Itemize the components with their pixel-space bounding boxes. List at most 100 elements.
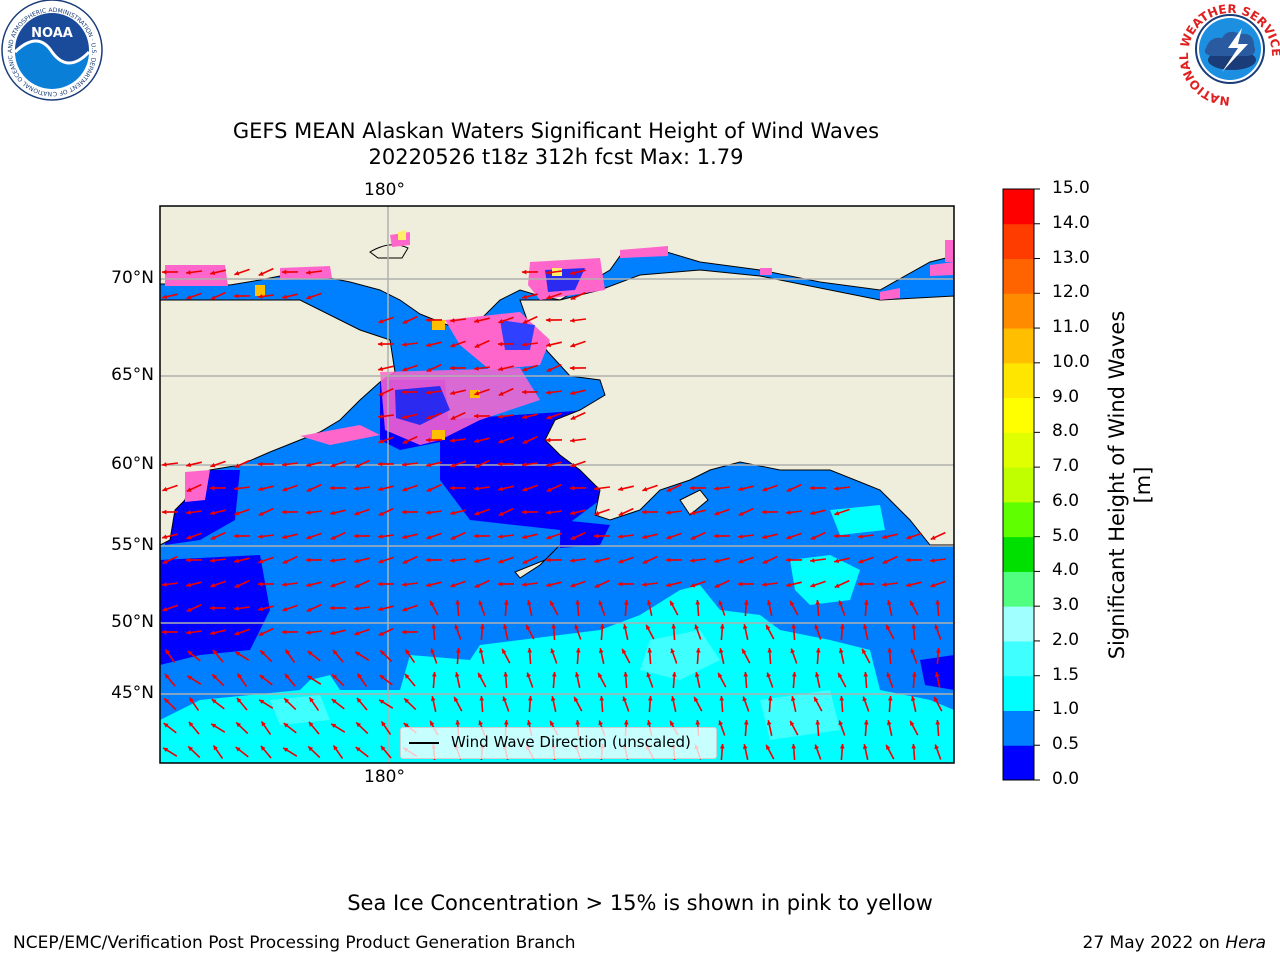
- wave-direction-arrow: [863, 599, 869, 617]
- wave-direction-arrow: [935, 719, 941, 737]
- wave-direction-arrow: [569, 485, 587, 491]
- wave-direction-arrow: [719, 743, 725, 761]
- wave-direction-arrow: [546, 412, 562, 420]
- wave-direction-arrow: [834, 579, 850, 589]
- wave-direction-arrow: [814, 744, 822, 760]
- wave-direction-arrow: [306, 581, 322, 588]
- wave-direction-arrow: [909, 600, 919, 616]
- wave-direction-arrow: [210, 291, 226, 301]
- wave-direction-arrow: [719, 695, 725, 713]
- wave-direction-arrow: [450, 509, 466, 516]
- wave-direction-arrow: [498, 365, 514, 372]
- wave-direction-arrow: [308, 696, 320, 712]
- wave-direction-arrow: [210, 269, 226, 276]
- wave-direction-arrow: [911, 743, 917, 761]
- wave-direction-arrow: [425, 390, 443, 395]
- wave-direction-arrow: [738, 507, 754, 517]
- wave-direction-arrow: [594, 557, 610, 564]
- wave-direction-arrow: [498, 436, 514, 444]
- wave-direction-arrow: [526, 672, 534, 688]
- wave-direction-arrow: [426, 483, 442, 493]
- wave-direction-arrow: [306, 532, 322, 540]
- wave-direction-arrow: [330, 509, 346, 516]
- wave-direction-arrow: [235, 721, 249, 735]
- wave-direction-arrow: [738, 485, 754, 492]
- map-legend: Wind Wave Direction (unscaled): [400, 727, 717, 759]
- wave-direction-arrow: [546, 483, 562, 493]
- wave-direction-arrow: [450, 389, 466, 396]
- wave-direction-arrow: [234, 459, 250, 469]
- wave-direction-arrow: [378, 627, 394, 637]
- wave-direction-arrow: [453, 696, 463, 712]
- wave-direction-arrow: [929, 558, 947, 563]
- wave-direction-arrow: [786, 532, 802, 540]
- wave-direction-arrow: [791, 623, 797, 641]
- wave-direction-arrow: [569, 318, 587, 323]
- wave-direction-arrow: [306, 292, 322, 300]
- lat-label-65: 65°N: [111, 365, 154, 385]
- wave-direction-arrow: [161, 629, 179, 635]
- colorbar-tick-label: 0.5: [1052, 734, 1080, 755]
- colorbar-segment: [1003, 432, 1034, 468]
- wave-direction-arrow: [905, 557, 923, 563]
- wave-direction-arrow: [161, 462, 179, 467]
- map-frame: [159, 205, 955, 764]
- wave-direction-arrow: [429, 600, 439, 616]
- wave-direction-arrow: [233, 293, 251, 299]
- wave-direction-arrow: [307, 650, 321, 662]
- wave-direction-arrow: [284, 673, 296, 687]
- wave-direction-arrow: [211, 698, 225, 710]
- wave-direction-arrow: [503, 599, 509, 617]
- wave-direction-arrow: [834, 557, 850, 564]
- wave-direction-arrow: [479, 623, 485, 641]
- wave-direction-arrow: [498, 556, 514, 564]
- wave-direction-arrow: [838, 648, 845, 664]
- wave-direction-arrow: [694, 672, 701, 688]
- wave-direction-arrow: [331, 698, 345, 710]
- wave-direction-arrow: [862, 624, 869, 640]
- wave-direction-arrow: [911, 671, 917, 689]
- wave-direction-arrow: [377, 534, 395, 539]
- wave-direction-arrow: [887, 647, 893, 665]
- wave-direction-arrow: [933, 696, 943, 712]
- colorbar-segment: [1003, 362, 1034, 399]
- wave-direction-arrow: [714, 579, 730, 589]
- wave-direction-arrow: [162, 555, 178, 565]
- wave-direction-arrow: [454, 624, 462, 640]
- lat-label-50: 50°N: [111, 612, 154, 632]
- wave-direction-arrow: [306, 461, 322, 468]
- wave-direction-arrow: [646, 600, 653, 616]
- wave-direction-arrow: [331, 673, 345, 687]
- wave-direction-arrow: [910, 648, 918, 664]
- wave-direction-arrow: [549, 600, 559, 616]
- wave-direction-arrow: [210, 580, 226, 588]
- wave-direction-arrow: [646, 672, 654, 688]
- wave-direction-arrow: [497, 461, 515, 467]
- wave-direction-arrow: [622, 696, 630, 712]
- wave-direction-arrow: [378, 387, 394, 397]
- wave-direction-arrow: [257, 461, 275, 467]
- wave-direction-arrow: [810, 509, 826, 516]
- wave-direction-arrow: [236, 697, 248, 711]
- wave-direction-arrow: [934, 624, 942, 640]
- wave-direction-arrow: [861, 648, 871, 664]
- wave-direction-arrow: [378, 699, 394, 709]
- wave-direction-arrow: [767, 695, 773, 713]
- wave-direction-arrow: [813, 696, 823, 712]
- wave-direction-arrow: [858, 556, 874, 564]
- wave-direction-arrow: [834, 508, 850, 516]
- wave-direction-arrow: [450, 580, 466, 588]
- wave-direction-arrow: [185, 270, 203, 275]
- wave-direction-arrow: [573, 696, 583, 712]
- wave-direction-arrow: [308, 721, 320, 735]
- wave-direction-arrow: [234, 268, 250, 276]
- wave-direction-arrow: [162, 293, 178, 300]
- chart-subtitle: 20220526 t18z 312h fcst Max: 1.79: [368, 145, 744, 169]
- colorbar: [1003, 189, 1034, 781]
- wave-direction-arrow: [282, 533, 298, 540]
- wave-direction-arrow: [430, 648, 438, 664]
- wave-direction-arrow: [379, 649, 393, 663]
- wave-direction-arrow: [501, 648, 511, 664]
- wave-direction-arrow: [402, 484, 418, 492]
- wave-direction-arrow: [525, 624, 535, 640]
